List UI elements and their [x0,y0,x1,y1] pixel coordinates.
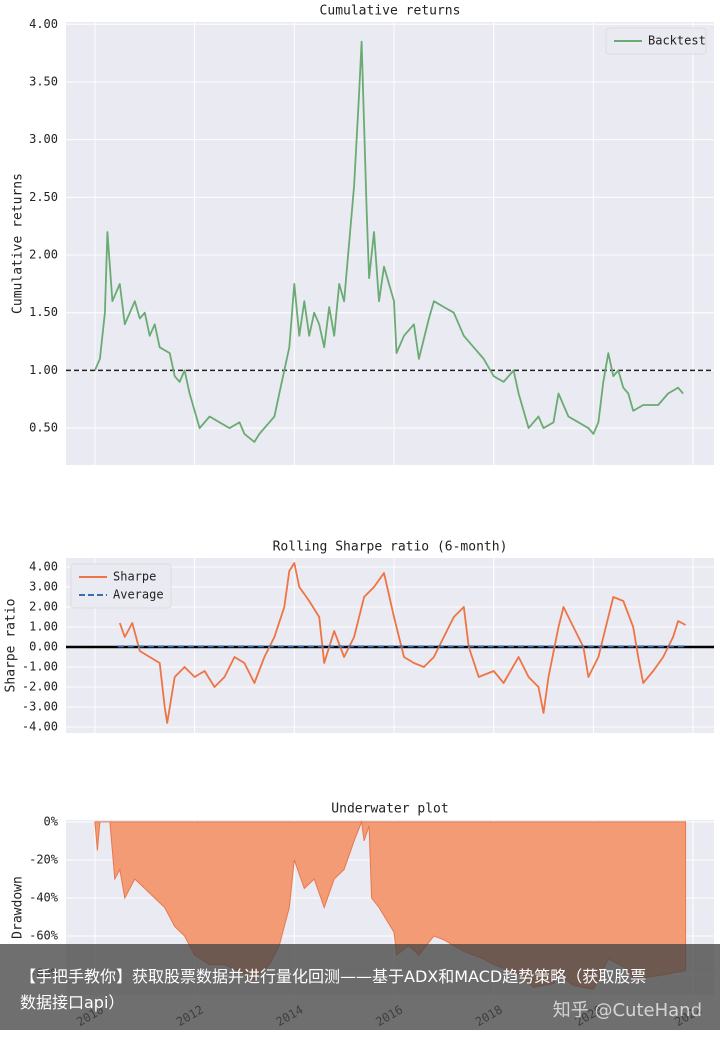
y-tick-label: -4.00 [22,720,58,734]
y-tick-label: 0% [44,814,59,828]
legend-box [70,563,172,609]
y-axis-label: Sharpe ratio [4,599,19,693]
legend-label: Backtest [648,34,706,48]
y-tick-label: -3.00 [22,700,58,714]
y-tick-label: -20% [29,852,59,866]
chart-title: Rolling Sharpe ratio (6-month) [273,540,508,555]
y-tick-label: 1.00 [29,620,58,634]
series-line [94,40,684,443]
chart-title: Underwater plot [331,802,448,817]
y-tick-label: -1.00 [22,660,58,674]
y-tick-label: -2.00 [22,680,58,694]
caption: 【手把手教你】获取股票数据并进行量化回测——基于ADX和MACD趋势策略（获取股… [20,967,647,1012]
y-tick-label: 1.50 [29,305,58,319]
y-tick-label: 4.00 [29,560,58,574]
legend-label: Average [113,588,164,602]
chart-title: Cumulative returns [320,4,461,19]
legend-box [605,27,707,55]
y-axis-label: Drawdown [11,876,26,939]
y-tick-label: 3.00 [29,580,58,594]
y-tick-label: 4.00 [29,17,58,31]
series-line [118,562,687,724]
watermark: 知乎 @CuteHand [552,1000,702,1021]
y-tick-label: 3.00 [29,132,58,146]
legend-label: Sharpe [113,570,156,584]
y-axis-label: Cumulative returns [11,173,26,314]
y-tick-label: -40% [29,890,59,904]
caption-overlay: 【手把手教你】获取股票数据并进行量化回测——基于ADX和MACD趋势策略（获取股… [0,944,720,1030]
y-tick-label: 1.00 [29,363,58,377]
y-tick-label: 3.50 [29,74,58,88]
y-tick-label: 0.50 [29,421,58,435]
y-tick-label: -60% [29,929,59,943]
y-tick-label: 0.00 [29,640,58,654]
plot-area [66,22,714,465]
y-tick-label: 2.50 [29,190,58,204]
y-tick-label: 2.00 [29,600,58,614]
y-tick-label: 2.00 [29,248,58,262]
